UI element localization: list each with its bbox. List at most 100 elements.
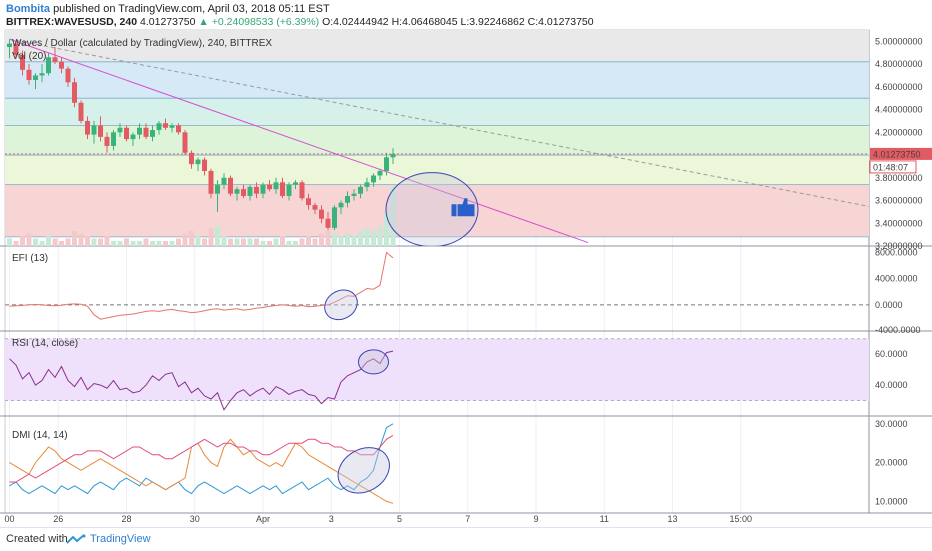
candle-body [144, 128, 149, 137]
candle-body [40, 73, 45, 75]
efi-axis-tick: 8000.0000 [875, 248, 918, 258]
candle-body [280, 182, 285, 196]
volume-bar [27, 234, 32, 247]
price-axis-tick: 4.80000000 [875, 59, 923, 69]
candle-body [131, 135, 136, 140]
volume-bar [235, 239, 240, 247]
time-axis-tick: 00 [4, 514, 14, 524]
volume-bar [228, 239, 233, 247]
volume-bar [40, 241, 45, 246]
candle-body [365, 182, 370, 187]
volume-bar [306, 236, 311, 246]
volume-bar [300, 239, 305, 247]
volume-indicator-label: Vol (20) [12, 51, 46, 62]
volume-bar [313, 239, 318, 247]
candle-body [391, 154, 396, 157]
time-axis-tick: 15:00 [729, 514, 752, 524]
low-value: L:3.92246862 [460, 16, 524, 28]
open-value: O:4.02444942 [322, 16, 389, 28]
change-up-icon: ▲ [198, 16, 208, 28]
price-axis-tick: 3.40000000 [875, 218, 923, 228]
candle-body [170, 125, 175, 127]
price-axis-tick: 5.00000000 [875, 36, 923, 46]
candle-body [352, 194, 357, 196]
candle-body [27, 70, 32, 80]
volume-bar [157, 241, 162, 246]
volume-bar [352, 236, 357, 246]
volume-bar [326, 231, 331, 246]
volume-bar [131, 241, 136, 246]
time-axis-tick: 7 [465, 514, 470, 524]
volume-bar [358, 231, 363, 246]
volume-bar [7, 239, 12, 247]
candle-body [293, 182, 298, 184]
volume-bar [293, 241, 298, 246]
candle-body [72, 82, 77, 102]
dmi-axis-tick: 10.0000 [875, 496, 908, 506]
candle-body [287, 185, 292, 196]
annotation-circle [359, 350, 389, 374]
volume-bar [332, 234, 337, 247]
rsi-title: RSI (14, close) [12, 338, 78, 349]
created-with-text: Created with [6, 533, 68, 545]
candle-body [254, 187, 259, 194]
volume-bar [53, 239, 58, 247]
candle-body [222, 178, 227, 185]
volume-bar [261, 241, 266, 246]
price-pane[interactable]: Waves / Dollar (calculated by TradingVie… [5, 30, 932, 251]
thumbs-up-icon-cuff [452, 204, 457, 216]
volume-bar [365, 229, 370, 247]
time-axis-tick: Apr [256, 514, 270, 524]
price-axis-tick: 4.20000000 [875, 127, 923, 137]
volume-bar [209, 229, 214, 247]
rsi-axis-tick: 40.0000 [875, 380, 908, 390]
volume-bar [215, 226, 220, 246]
price-axis-tick: 4.60000000 [875, 82, 923, 92]
candle-body [300, 182, 305, 198]
volume-bar [241, 239, 246, 247]
candle-body [124, 128, 129, 139]
volume-bar [287, 241, 292, 246]
volume-bar [14, 241, 19, 246]
chart-canvas[interactable]: Waves / Dollar (calculated by TradingVie… [0, 28, 932, 527]
candle-body [137, 128, 142, 135]
volume-bar [20, 236, 25, 246]
rsi-band [5, 339, 869, 401]
volume-bar [170, 241, 175, 246]
publish-info: Bombita published on TradingView.com, Ap… [6, 3, 330, 15]
volume-bar [144, 239, 149, 247]
volume-bar [339, 236, 344, 246]
volume-bar [118, 241, 123, 246]
volume-bar [378, 226, 383, 246]
volume-bar [274, 239, 279, 247]
time-axis-tick: 3 [329, 514, 334, 524]
volume-bar [280, 236, 285, 246]
volume-bar [371, 231, 376, 246]
efi-axis-tick: 4000.0000 [875, 274, 918, 284]
candle-body [79, 103, 84, 121]
price-axis-tick: 3.60000000 [875, 196, 923, 206]
countdown-label: 01:48:07 [873, 162, 908, 172]
candle-body [98, 125, 103, 136]
fibonacci-zone [5, 98, 869, 125]
tradingview-brand-link[interactable]: TradingView [90, 533, 151, 545]
candle-body [313, 205, 318, 210]
volume-bar [59, 241, 64, 246]
tradingview-logo-icon [66, 534, 86, 545]
candle-body [53, 57, 58, 62]
candle-body [339, 203, 344, 208]
author-name[interactable]: Bombita [6, 3, 50, 15]
candle-body [66, 69, 71, 83]
volume-bar [85, 236, 90, 246]
close-value: C:4.01273750 [528, 16, 594, 28]
high-value: H:4.06468045 [392, 16, 458, 28]
efi-title: EFI (13) [12, 253, 48, 264]
candle-body [326, 219, 331, 228]
dmi-title: DMI (14, 14) [12, 430, 68, 441]
volume-bar [111, 241, 116, 246]
efi-axis-tick: 0.0000 [875, 300, 903, 310]
volume-bar [98, 239, 103, 247]
candle-body [85, 121, 90, 135]
